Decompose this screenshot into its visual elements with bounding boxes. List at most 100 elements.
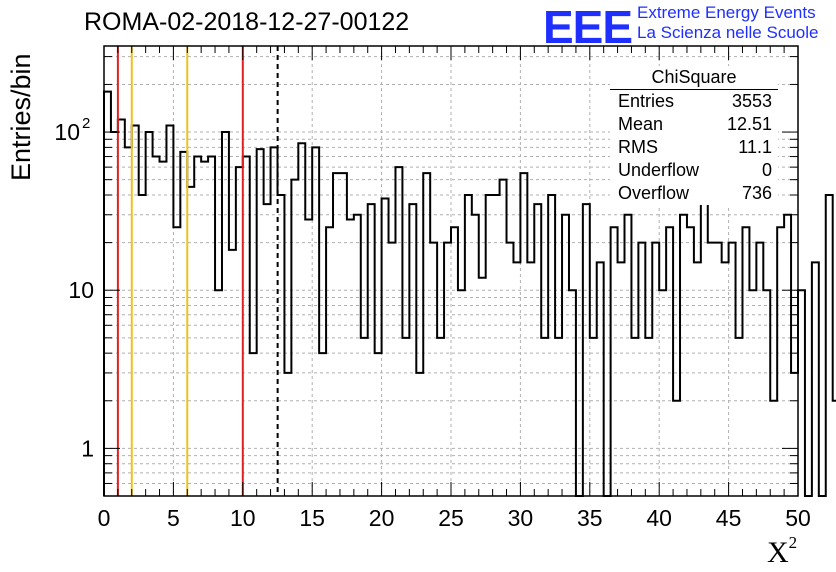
histogram-bin: [326, 227, 333, 496]
histogram-bin: [708, 243, 715, 496]
histogram-bin: [430, 243, 437, 496]
histogram-bin: [569, 290, 576, 496]
x-tick-label: 15: [299, 505, 325, 531]
x-tick-label: 0: [98, 505, 111, 531]
histogram-bin: [153, 157, 160, 496]
histogram-bin: [465, 195, 472, 496]
y-tick-label: 10: [54, 119, 80, 145]
histogram-bin: [812, 262, 819, 496]
histogram-bin: [722, 262, 729, 496]
histogram-bin: [736, 338, 743, 496]
histogram-bin: [437, 338, 444, 496]
stats-label: Underflow: [618, 160, 700, 180]
logo-caption-line2: La Scienza nelle Scuole: [637, 23, 819, 42]
histogram-bin: [680, 215, 687, 496]
histogram-bin: [416, 373, 423, 496]
histogram-bin: [493, 195, 500, 496]
histogram-bin: [354, 215, 361, 496]
y-tick-label: 1: [81, 435, 94, 461]
chart-title: ROMA-02-2018-12-27-00122: [84, 8, 410, 36]
stats-row-entries: Entries 3553: [610, 90, 778, 113]
histogram-bin: [111, 132, 118, 496]
x-tick-label: 30: [508, 505, 534, 531]
histogram-bin: [222, 132, 229, 496]
y-tick-label: 10: [68, 277, 94, 303]
logo-caption: Extreme Energy Events La Scienza nelle S…: [637, 3, 818, 43]
histogram-bin: [562, 215, 569, 496]
histogram-bin: [763, 290, 770, 496]
histogram-bin: [319, 353, 326, 496]
stats-label: Mean: [618, 114, 664, 134]
histogram-bin: [652, 243, 659, 496]
stats-value: 3553: [731, 91, 772, 111]
eee-logo: EEE: [543, 1, 633, 53]
histogram-bin: [173, 227, 180, 496]
x-axis-label-main: X: [767, 536, 789, 569]
x-axis-label: X2: [767, 533, 797, 570]
histogram-bin: [444, 243, 451, 496]
x-tick-label: 50: [785, 505, 811, 531]
x-tick-label: 10: [230, 505, 256, 531]
histogram-bin: [264, 204, 271, 496]
histogram-bin: [659, 290, 666, 496]
histogram-bin: [139, 195, 146, 496]
histogram-bin: [347, 219, 354, 496]
stats-row-mean: Mean 12.51: [610, 113, 778, 136]
histogram-bin: [486, 195, 493, 496]
histogram-series: [103, 90, 836, 497]
stats-box-name: ChiSquare: [610, 66, 778, 90]
histogram-bin: [645, 338, 652, 496]
histogram-bin: [798, 290, 805, 496]
histogram-bin: [215, 290, 222, 496]
histogram-bin: [458, 290, 465, 496]
y-tick-label-exponent: 2: [82, 115, 90, 132]
histogram-bin: [784, 215, 791, 496]
histogram-bin: [472, 215, 479, 496]
histogram-bin: [749, 290, 756, 496]
histogram-bin: [423, 173, 430, 496]
histogram-bin: [118, 120, 125, 496]
stats-row-rms: RMS 11.1: [610, 136, 778, 159]
histogram-bin: [291, 180, 298, 496]
histogram-bin: [826, 195, 833, 496]
histogram-bin: [534, 204, 541, 496]
stats-label: Overflow: [618, 183, 690, 203]
histogram-bin: [125, 147, 132, 496]
stats-row-underflow: Underflow 0: [610, 159, 778, 182]
x-tick-label: 5: [167, 505, 180, 531]
histogram-bin: [513, 262, 520, 496]
x-tick-label: 25: [438, 505, 464, 531]
logo-caption-line1: Extreme Energy Events: [637, 3, 816, 22]
histogram-bin: [777, 227, 784, 496]
histogram-bin: [361, 338, 368, 496]
histogram-bin: [479, 278, 486, 496]
histogram-bin: [146, 132, 153, 496]
histogram-bin: [611, 227, 618, 496]
x-tick-label: 20: [369, 505, 395, 531]
histogram-bin: [160, 162, 167, 496]
x-tick-label: 35: [577, 505, 603, 531]
histogram-bin: [409, 204, 416, 496]
histogram-bin: [715, 243, 722, 496]
histogram-bin: [500, 180, 507, 496]
histogram-bin: [687, 227, 694, 496]
stats-label: Entries: [618, 91, 675, 111]
histogram-bin: [298, 143, 305, 496]
histogram-bin: [791, 373, 798, 496]
histogram-bin: [166, 126, 173, 496]
stats-value: 11.1: [738, 137, 772, 157]
histogram-bin: [618, 262, 625, 496]
histogram-bin: [548, 195, 555, 496]
histogram-bin: [395, 167, 402, 496]
histogram-bin: [451, 227, 458, 496]
histogram-bin: [625, 215, 632, 496]
histogram-bin: [187, 187, 194, 496]
histogram-bin: [271, 147, 278, 496]
histogram-bin: [257, 149, 264, 496]
stats-value: 736: [741, 183, 772, 203]
histogram-bin: [541, 338, 548, 496]
histogram-bin: [243, 157, 250, 496]
histogram-bin: [229, 250, 236, 496]
histogram-bin: [333, 173, 340, 496]
histogram-bin: [312, 147, 319, 496]
